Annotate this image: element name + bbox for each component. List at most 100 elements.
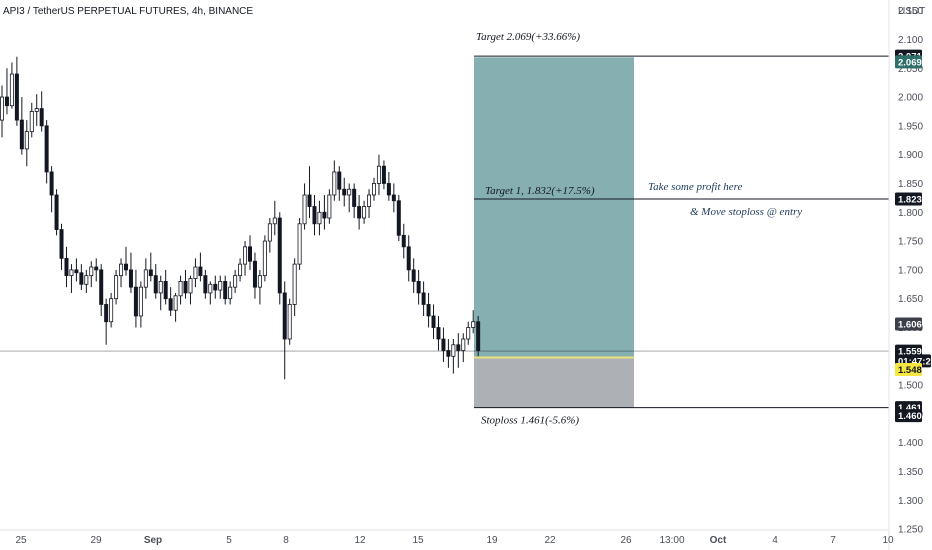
- note-move-stoploss: & Move stoploss @ entry: [690, 206, 802, 218]
- candle-up: [287, 304, 292, 340]
- price-axis[interactable]: 2.150 2.100 2.050 2.000 1.950 1.900 1.850 1.800…: [898, 6, 923, 535]
- candle-down: [431, 315, 436, 328]
- candle-down: [94, 266, 99, 271]
- candle-down: [342, 188, 347, 196]
- candle-down: [203, 275, 208, 294]
- price-tick: 1.650: [898, 294, 923, 305]
- candle-down: [44, 125, 49, 173]
- candle-up: [327, 194, 332, 219]
- candle-up: [193, 266, 198, 279]
- candle-down: [381, 165, 386, 184]
- time-axis[interactable]: 25 29 Sep 5 8 12 15 19 22 26 13:00 Oct 4 7 10: [15, 535, 894, 546]
- candle-down: [312, 206, 317, 225]
- price-tag-text: 1.559: [898, 347, 922, 358]
- target1-label: Target 1, 1.832(+17.5%): [485, 185, 595, 197]
- candle-up: [332, 171, 337, 196]
- price-tick: 1.300: [898, 496, 923, 507]
- time-tick: 13:00: [659, 535, 684, 546]
- candle-up: [178, 281, 183, 297]
- candle-up: [362, 206, 367, 219]
- candle-down: [401, 234, 406, 248]
- candle-up: [347, 188, 352, 196]
- candle-up: [233, 275, 238, 288]
- candle-up: [302, 194, 307, 225]
- time-tick: Oct: [710, 535, 727, 546]
- candlestick-series: [0, 56, 481, 380]
- price-tick: 1.400: [898, 438, 923, 449]
- price-tag-bg: [895, 55, 922, 69]
- candle-down: [252, 260, 257, 288]
- price-tick: 1.850: [898, 179, 923, 190]
- candle-down: [421, 292, 426, 305]
- candle-up: [243, 246, 248, 265]
- price-tick: 2.050: [898, 64, 923, 75]
- time-tick: 26: [620, 535, 632, 546]
- candle-down: [391, 194, 396, 202]
- time-tick: 7: [830, 535, 836, 546]
- candle-up: [89, 266, 94, 277]
- target-zone[interactable]: [474, 57, 634, 358]
- price-tag-text: 1.823: [898, 195, 922, 206]
- time-tick: 12: [354, 535, 366, 546]
- candle-down: [352, 188, 357, 207]
- target-label: Target 2.069(+33.66%): [476, 31, 580, 43]
- candle-down: [396, 200, 401, 236]
- price-tag: 1.823: [895, 192, 922, 206]
- candle-up: [188, 278, 193, 294]
- price-axis-unit: USDT: [898, 6, 925, 17]
- candle-up: [158, 281, 163, 294]
- horizontal-lines: [0, 55, 889, 409]
- candle-down: [406, 246, 411, 271]
- price-tick: 1.800: [898, 208, 923, 219]
- time-tick: 29: [90, 535, 102, 546]
- position-zones: [474, 57, 634, 408]
- price-tag-text: 01:47:26: [898, 356, 932, 367]
- candle-down: [322, 211, 327, 219]
- price-tag-text: 1.460: [898, 411, 922, 422]
- stop-zone[interactable]: [474, 357, 634, 408]
- candle-down: [64, 257, 69, 277]
- price-tick: 2.150: [898, 6, 923, 17]
- candle-up: [376, 165, 381, 184]
- time-tick: 4: [772, 535, 778, 546]
- time-tick: 5: [226, 535, 232, 546]
- candle-down: [54, 194, 59, 230]
- price-tick: 1.700: [898, 265, 923, 276]
- price-tag-text: 1.548: [898, 365, 922, 376]
- candle-down: [223, 281, 228, 300]
- price-tag: 1.559: [895, 344, 922, 358]
- candle-down: [337, 171, 342, 190]
- candle-up: [267, 223, 272, 242]
- price-tag-text: 1.606: [898, 320, 922, 331]
- price-tick: 1.900: [898, 150, 923, 161]
- candle-down: [476, 321, 481, 351]
- time-tick: 22: [544, 535, 556, 546]
- candle-up: [173, 295, 178, 311]
- annotations: Target 2.069(+33.66%) Target 1, 1.832(+17…: [476, 31, 802, 426]
- candle-down: [153, 275, 158, 294]
- candle-down: [446, 350, 451, 357]
- candle-down: [133, 286, 138, 317]
- candle-down: [124, 263, 129, 271]
- price-tick: 1.500: [898, 381, 923, 392]
- candle-up: [238, 263, 243, 277]
- candle-up: [228, 286, 233, 300]
- price-tick: 1.950: [898, 121, 923, 132]
- candle-down: [277, 217, 282, 294]
- time-tick: 25: [15, 535, 27, 546]
- candle-up: [466, 327, 471, 340]
- note-take-profit: Take some profit here: [648, 181, 743, 193]
- candle-up: [461, 338, 466, 351]
- candle-down: [19, 119, 24, 150]
- candle-up: [272, 217, 277, 225]
- candle-up: [109, 298, 114, 323]
- price-tag-bg: [895, 344, 922, 358]
- candle-up: [297, 223, 302, 265]
- candle-down: [99, 269, 104, 305]
- candle-up: [143, 269, 148, 288]
- time-tick: 8: [283, 535, 289, 546]
- candle-down: [198, 266, 203, 277]
- candle-down: [39, 108, 44, 127]
- time-tick: Sep: [144, 535, 162, 546]
